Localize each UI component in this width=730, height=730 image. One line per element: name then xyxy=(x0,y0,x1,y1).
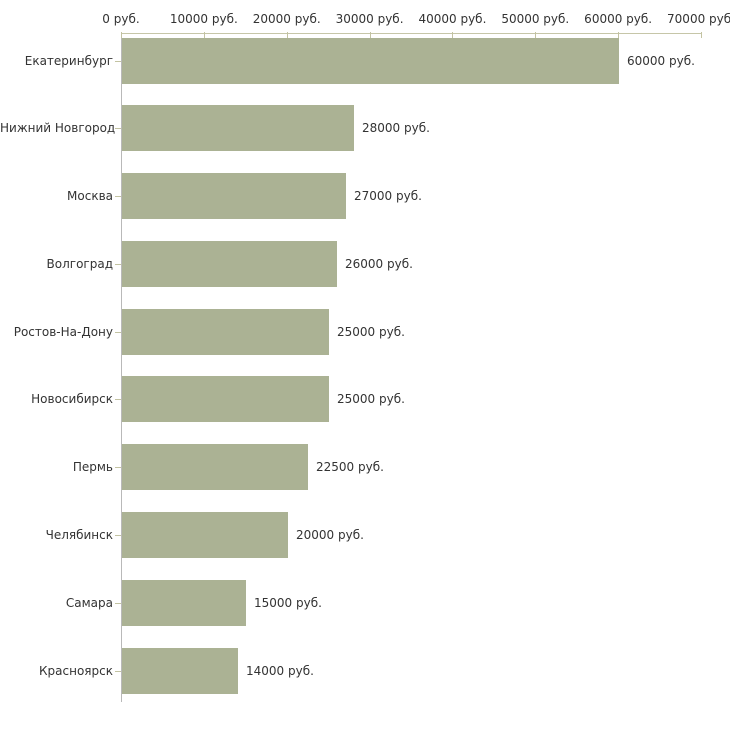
value-label: 20000 руб. xyxy=(296,527,364,542)
x-axis-tick xyxy=(701,32,702,38)
y-axis-tick xyxy=(115,264,121,265)
bar xyxy=(122,105,354,151)
x-axis-line xyxy=(121,33,701,34)
y-axis-tick xyxy=(115,399,121,400)
category-label: Челябинск xyxy=(45,527,113,542)
bar xyxy=(122,648,238,694)
value-label: 28000 руб. xyxy=(362,121,430,136)
x-axis-tick-label: 60000 руб. xyxy=(584,12,653,26)
y-axis-tick xyxy=(115,467,121,468)
y-axis-tick xyxy=(115,128,121,129)
value-label: 14000 руб. xyxy=(246,663,314,678)
value-label: 15000 руб. xyxy=(254,595,322,610)
x-axis-tick xyxy=(369,32,371,38)
x-axis-tick-label: 40000 руб. xyxy=(418,12,487,26)
value-label: 22500 руб. xyxy=(316,460,384,475)
category-label: Пермь xyxy=(72,460,113,475)
value-label: 27000 руб. xyxy=(354,189,422,204)
x-axis-tick xyxy=(203,32,205,38)
category-label: Екатеринбург xyxy=(24,53,113,68)
bar xyxy=(122,376,329,422)
y-axis-tick xyxy=(115,196,121,197)
y-axis-tick xyxy=(115,61,121,62)
value-label: 26000 руб. xyxy=(345,256,413,271)
x-axis-tick-label: 10000 руб. xyxy=(169,12,238,26)
y-axis-line xyxy=(121,33,122,702)
y-axis-tick xyxy=(115,671,121,672)
value-label: 25000 руб. xyxy=(337,392,405,407)
y-axis-tick xyxy=(115,535,121,536)
x-axis-tick xyxy=(121,32,122,38)
y-axis-tick xyxy=(115,603,121,604)
bar xyxy=(122,173,346,219)
x-axis-tick-label: 70000 руб. xyxy=(667,12,730,26)
x-axis-tick-label: 30000 руб. xyxy=(335,12,404,26)
x-axis-tick xyxy=(286,32,288,38)
bar xyxy=(122,241,337,287)
bar xyxy=(122,512,288,558)
category-label: Нижний Новгород xyxy=(0,121,116,136)
category-label: Красноярск xyxy=(39,663,113,678)
bar xyxy=(122,580,246,626)
y-axis-tick xyxy=(115,332,121,333)
value-label: 25000 руб. xyxy=(337,324,405,339)
x-axis-tick xyxy=(535,32,537,38)
x-axis-tick-label: 50000 руб. xyxy=(501,12,570,26)
x-axis-tick-label: 20000 руб. xyxy=(252,12,321,26)
bar xyxy=(122,38,619,84)
category-label: Москва xyxy=(67,189,113,204)
x-axis-tick xyxy=(452,32,454,38)
category-label: Новосибирск xyxy=(31,392,113,407)
category-label: Волгоград xyxy=(46,256,113,271)
value-label: 60000 руб. xyxy=(627,53,695,68)
category-label: Самара xyxy=(65,595,113,610)
category-label: Ростов-На-Дону xyxy=(13,324,113,339)
x-axis-tick-label: 0 руб. xyxy=(102,12,140,26)
x-axis-tick xyxy=(618,32,620,38)
bar xyxy=(122,309,329,355)
bar xyxy=(122,444,308,490)
